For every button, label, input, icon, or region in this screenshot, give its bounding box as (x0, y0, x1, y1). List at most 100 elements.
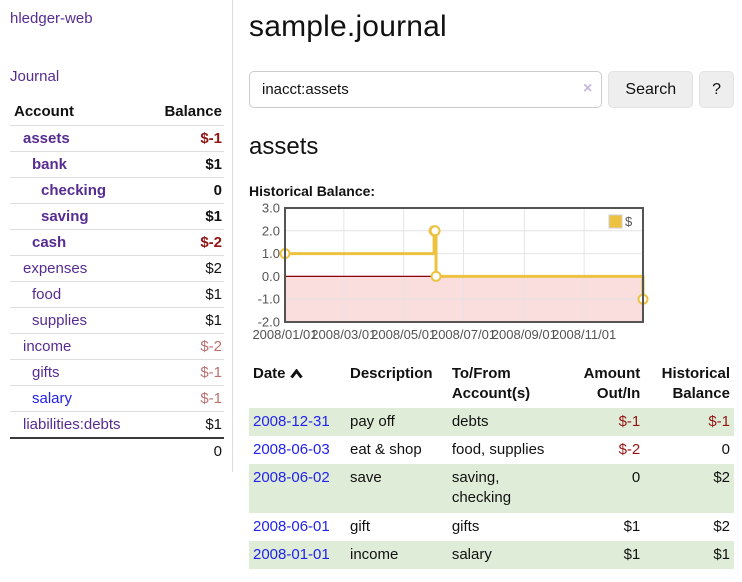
transaction-date-cell: 2008-06-01 (249, 513, 346, 541)
account-balance: $1 (205, 286, 222, 303)
account-link-assets[interactable]: assets (23, 130, 70, 147)
transaction-description-cell: pay off (350, 412, 395, 430)
transaction-amount-cell: $1 (623, 517, 641, 535)
main-content: sample.journal × Search ? assets Histori… (233, 0, 742, 569)
app-layout: hledger-web Journal Account Balance asse… (0, 0, 742, 569)
transaction-amount-cell: 0 (631, 469, 641, 486)
account-balance: $-2 (200, 338, 222, 355)
transaction-date-cell: 2008-01-01 (249, 541, 346, 569)
transaction-date-link[interactable]: 2008-06-03 (253, 440, 330, 458)
transaction-accounts-cell: gifts (451, 517, 480, 535)
account-balance: $-1 (200, 364, 222, 381)
account-link-liabilities-debts[interactable]: liabilities:debts (23, 416, 121, 433)
svg-text:1.0: 1.0 (262, 246, 280, 261)
transaction-date-cell: 2008-06-02 (249, 464, 346, 513)
svg-text:2008/09/01: 2008/09/01 (492, 327, 557, 342)
transaction-date-link[interactable]: 2008-06-02 (253, 469, 330, 486)
svg-text:3.0: 3.0 (262, 201, 280, 216)
svg-text:2008/07/01: 2008/07/01 (431, 327, 496, 342)
account-row: salary $-1 (10, 385, 224, 412)
register-header-description: Description (350, 365, 433, 382)
transaction-row: 2008-01-01 income salary $1 $1 (249, 540, 734, 569)
accounts-header-balance: Balance (164, 103, 222, 120)
svg-text:0.0: 0.0 (262, 269, 280, 284)
account-link-cash[interactable]: cash (32, 234, 67, 251)
transaction-accounts-cell: salary (451, 545, 492, 563)
transaction-date-link[interactable]: 2008-06-01 (253, 517, 330, 535)
account-cell: salary (10, 386, 147, 412)
account-cell: expenses (10, 256, 147, 282)
svg-text:-1.0: -1.0 (258, 292, 280, 307)
account-link-food[interactable]: food (32, 286, 62, 303)
account-link-expenses[interactable]: expenses (23, 260, 88, 277)
account-balance: $-1 (200, 390, 222, 407)
sidebar-item-journal[interactable]: Journal (10, 68, 60, 85)
sort-ascending-icon (289, 365, 303, 385)
search-input[interactable] (249, 71, 603, 108)
legend-swatch (608, 214, 623, 229)
account-balance: $2 (205, 260, 222, 277)
transaction-balance-cell: 0 (721, 440, 730, 458)
register-header-amount: Amount Out/In (583, 365, 641, 403)
transaction-description-cell: save (350, 469, 382, 486)
account-row: liabilities:debts $1 (10, 411, 224, 439)
account-cell: liabilities:debts (10, 412, 147, 439)
transaction-date-cell: 2008-06-03 (249, 436, 346, 464)
transaction-row: 2008-06-03 eat & shop food, supplies $-2 0 (249, 436, 734, 464)
account-cell: bank (10, 152, 147, 178)
account-link-salary[interactable]: salary (32, 390, 73, 407)
transaction-accounts-cell: saving, checking (451, 469, 512, 507)
account-link-gifts[interactable]: gifts (32, 364, 60, 381)
account-link-bank[interactable]: bank (32, 156, 68, 173)
account-row: income $-2 (10, 333, 224, 360)
account-cell: gifts (10, 360, 147, 386)
svg-text:2008/05/01: 2008/05/01 (371, 327, 436, 342)
account-cell: checking (10, 178, 147, 204)
transaction-description-cell: income (350, 545, 399, 563)
svg-text:2008/11/01: 2008/11/01 (552, 327, 616, 342)
account-cell: assets (10, 126, 147, 152)
svg-text:2008/03/01: 2008/03/01 (311, 327, 376, 342)
chart-container: $3.0 2.0 1.0 0.0 -1.0 -2.0 2008/01/01 2008/03/0… (249, 201, 734, 347)
account-balance: $1 (205, 416, 222, 433)
account-row: supplies $1 (10, 307, 224, 334)
accounts-total-value: 0 (146, 437, 224, 464)
transaction-balance-cell: $2 (713, 517, 730, 535)
register-table-body: 2008-12-31 pay off debts $-1 $-1 2008-06-03 ea… (249, 407, 734, 569)
account-cell: cash (10, 230, 147, 256)
sidebar: hledger-web Journal Account Balance asse… (0, 0, 233, 472)
transaction-description-cell: gift (350, 517, 371, 535)
search-button[interactable]: Search (608, 71, 694, 108)
accounts-table-body: assets $-1 bank $1 checking 0 saving $1 cash $-2 e… (10, 125, 224, 439)
accounts-header-account: Account (14, 103, 74, 120)
page-title: sample.journal (249, 10, 447, 43)
account-row: assets $-1 (10, 125, 224, 152)
transaction-date-link[interactable]: 2008-01-01 (253, 545, 330, 563)
help-button[interactable]: ? (699, 71, 734, 108)
register-table-header: Date Description To/From Account(s) Amou… (249, 361, 734, 408)
clear-search-icon[interactable]: × (583, 80, 593, 97)
account-link-income[interactable]: income (23, 338, 72, 355)
register-header-date[interactable]: Date (249, 361, 346, 408)
account-link-checking[interactable]: checking (41, 182, 107, 199)
account-link-supplies[interactable]: supplies (32, 312, 88, 329)
transaction-balance-cell: $-1 (708, 412, 730, 430)
transaction-date-cell: 2008-12-31 (249, 408, 346, 436)
account-cell: income (10, 334, 147, 360)
app-brand-link[interactable]: hledger-web (10, 10, 93, 27)
account-balance: $-2 (200, 234, 222, 251)
transaction-date-link[interactable]: 2008-12-31 (253, 412, 330, 430)
account-row: bank $1 (10, 151, 224, 178)
transaction-row: 2008-06-01 gift gifts $1 $2 (249, 513, 734, 541)
transaction-description-cell: eat & shop (350, 440, 422, 458)
svg-text:-2.0: -2.0 (258, 315, 280, 330)
register-table: Date Description To/From Account(s) Amou… (249, 361, 734, 569)
data-point-marker (429, 225, 441, 237)
svg-text:2008/01/01: 2008/01/01 (252, 327, 317, 342)
account-row: gifts $-1 (10, 359, 224, 386)
account-link-saving[interactable]: saving (41, 208, 89, 225)
register-header-accounts: To/From Account(s) (451, 365, 531, 403)
account-balance: $1 (205, 312, 222, 329)
data-point-marker (430, 270, 442, 282)
account-heading: assets (249, 133, 319, 160)
